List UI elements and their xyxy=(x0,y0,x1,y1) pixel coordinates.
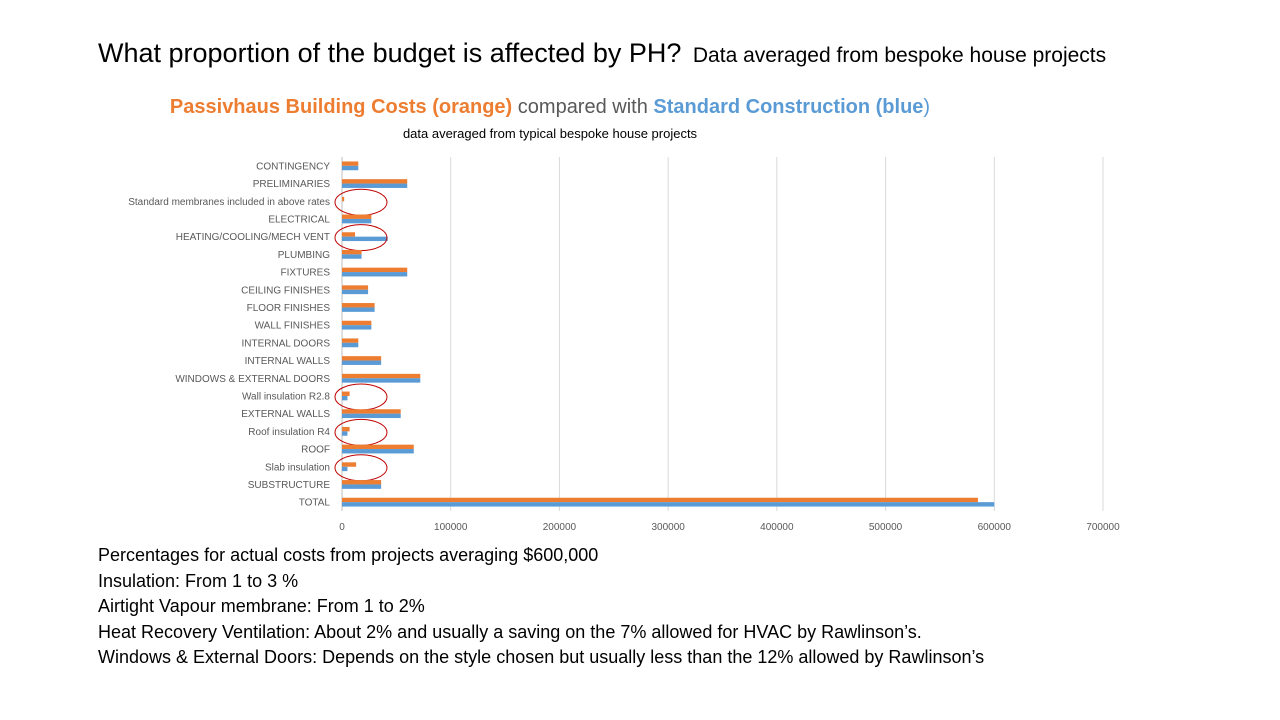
category-label: CONTINGENCY xyxy=(256,161,330,172)
bar-passivhaus xyxy=(342,338,359,343)
bar-passivhaus xyxy=(342,267,408,273)
note-line-1: Percentages for actual costs from projec… xyxy=(98,545,599,565)
x-tick-label: 100000 xyxy=(434,522,468,533)
bar-passivhaus xyxy=(342,285,369,290)
bar-standard xyxy=(342,395,348,401)
x-tick-label: 600000 xyxy=(978,522,1012,533)
x-tick-label: 200000 xyxy=(543,522,577,533)
bar-standard xyxy=(342,342,359,348)
category-label: PRELIMINARIES xyxy=(253,179,331,190)
category-label: WINDOWS & EXTERNAL DOORS xyxy=(175,374,330,385)
bar-passivhaus xyxy=(342,373,421,379)
bar-standard xyxy=(342,236,388,242)
bar-passivhaus xyxy=(342,179,408,184)
bar-passivhaus xyxy=(342,161,359,166)
bar-standard xyxy=(342,466,348,472)
chart-title: Passivhaus Building Costs (orange) compa… xyxy=(0,96,1100,119)
notes-list: Percentages for actual costs from projec… xyxy=(98,543,984,671)
bar-passivhaus xyxy=(342,232,356,237)
bar-standard xyxy=(342,307,375,312)
category-label: FLOOR FINISHES xyxy=(247,303,331,314)
category-label: FIXTURES xyxy=(281,268,331,279)
note-line-5: Windows & External Doors: Depends on the… xyxy=(98,647,985,667)
chart-title-compared: compared with xyxy=(517,96,648,118)
bar-standard xyxy=(342,378,421,383)
category-label: ROOF xyxy=(301,445,330,456)
category-label: Standard membranes included in above rat… xyxy=(128,197,330,208)
bar-passivhaus xyxy=(342,426,350,432)
category-label: Wall insulation R2.8 xyxy=(242,391,330,402)
bar-standard xyxy=(342,484,382,489)
bar-passivhaus xyxy=(342,409,401,414)
category-label: TOTAL xyxy=(299,498,331,509)
x-tick-label: 400000 xyxy=(760,522,794,533)
x-tick-label: 700000 xyxy=(1086,522,1120,533)
bar-standard xyxy=(342,254,362,259)
bar-passivhaus xyxy=(342,320,372,326)
category-label: PLUMBING xyxy=(278,250,330,261)
chart-subtitle: data averaged from typical bespoke house… xyxy=(402,126,698,141)
bar-passivhaus xyxy=(342,497,978,503)
note-line-3: Airtight Vapour membrane: From 1 to 2% xyxy=(98,596,425,616)
bar-passivhaus xyxy=(342,444,414,450)
chart-title-passivhaus: Passivhaus Building Costs (orange) xyxy=(169,96,513,118)
slide-title: What proportion of the budget is affecte… xyxy=(98,36,1106,73)
note-line-2: Insulation: From 1 to 3 % xyxy=(98,570,299,591)
chart-title-standard: Standard Construction (blue xyxy=(653,96,924,118)
bar-passivhaus xyxy=(342,196,345,202)
bar-standard xyxy=(342,431,348,436)
bar-passivhaus xyxy=(342,303,375,308)
slide-title-main: What proportion of the budget is affecte… xyxy=(98,38,682,68)
bar-standard xyxy=(342,218,372,224)
bar-standard xyxy=(342,502,995,507)
note-line-4: Heat Recovery Ventilation: About 2% and … xyxy=(98,621,922,642)
category-label: Roof insulation R4 xyxy=(248,427,330,438)
chart-title-close-paren: ) xyxy=(923,96,931,118)
category-label: ELECTRICAL xyxy=(268,214,330,225)
x-tick-label: 0 xyxy=(339,522,345,533)
bar-standard xyxy=(342,289,369,295)
bar-passivhaus xyxy=(342,249,362,255)
bar-passivhaus xyxy=(342,391,350,396)
category-label: SUBSTRUCTURE xyxy=(248,480,331,491)
bar-standard xyxy=(342,449,414,454)
category-label: CEILING FINISHES xyxy=(241,285,330,296)
bar-standard xyxy=(342,183,408,188)
category-label: WALL FINISHES xyxy=(255,321,331,332)
category-label: EXTERNAL WALLS xyxy=(241,409,330,420)
bar-passivhaus xyxy=(342,214,372,219)
category-label: Slab insulation xyxy=(265,462,330,473)
bar-passivhaus xyxy=(342,356,382,361)
x-tick-label: 500000 xyxy=(869,522,903,533)
bar-standard xyxy=(342,413,401,419)
bar-standard xyxy=(342,272,408,277)
category-label: INTERNAL WALLS xyxy=(245,356,331,367)
x-tick-label: 300000 xyxy=(651,522,685,533)
bar-passivhaus xyxy=(342,462,357,467)
bar-standard xyxy=(342,325,372,330)
category-label: INTERNAL DOORS xyxy=(241,338,330,349)
bar-standard xyxy=(342,165,359,171)
bar-standard xyxy=(342,360,382,365)
slide-title-subtitle: Data averaged from bespoke house project… xyxy=(692,44,1107,67)
highlight-circle xyxy=(334,188,388,216)
bar-passivhaus xyxy=(342,480,382,485)
category-label: HEATING/COOLING/MECH VENT xyxy=(176,232,330,243)
